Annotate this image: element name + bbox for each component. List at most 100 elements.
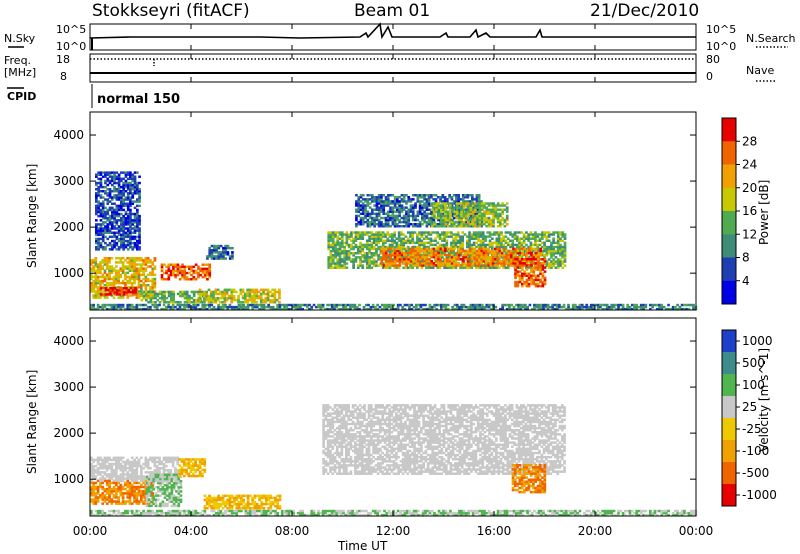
power-cell (475, 253, 479, 257)
power-cell (509, 253, 513, 257)
power-cell (487, 216, 491, 220)
power-cell (137, 275, 141, 279)
power-cell (151, 281, 155, 285)
power-cell (103, 284, 107, 287)
power-cell (426, 307, 429, 311)
power-cell (434, 253, 438, 257)
power-cell (160, 269, 164, 273)
power-cell (436, 218, 440, 222)
power-cell (416, 198, 420, 201)
power-cell (133, 179, 137, 183)
power-cell (122, 293, 126, 296)
power-cell (545, 252, 549, 255)
power-cell (477, 196, 481, 199)
power-cell (543, 270, 547, 273)
power-cell (140, 269, 143, 272)
power-cell (518, 260, 522, 263)
power-cell (104, 179, 107, 183)
power-cell (147, 292, 150, 296)
power-cell (428, 264, 431, 267)
power-cell (561, 231, 565, 234)
power-cell (347, 233, 351, 236)
power-cell (95, 248, 98, 251)
power-cell (447, 231, 451, 234)
power-cell (450, 243, 453, 247)
power-cell (527, 239, 530, 242)
power-cell (555, 305, 559, 309)
power-cell (411, 237, 415, 240)
power-cell (106, 237, 110, 241)
power-cell (495, 241, 499, 245)
power-cell (496, 212, 500, 216)
power-cell (430, 202, 434, 205)
power-cell (361, 204, 365, 207)
power-cell (425, 198, 429, 201)
power-cell (203, 298, 206, 302)
power-cell (478, 264, 481, 267)
power-cell (393, 241, 396, 245)
power-cell (380, 258, 384, 261)
power-cell (478, 262, 481, 265)
power-cell (395, 243, 399, 247)
power-cell (430, 247, 434, 251)
power-cell (384, 220, 388, 224)
power-cell (470, 247, 474, 251)
power-cell (183, 269, 187, 273)
power-cell (440, 214, 443, 218)
power-cell (420, 254, 424, 257)
power-cell (599, 305, 602, 309)
power-cell (503, 258, 506, 261)
power-cell (366, 210, 370, 213)
power-cell (596, 305, 600, 309)
power-cell (105, 267, 109, 270)
power-cell (197, 275, 200, 279)
power-cell (368, 225, 372, 228)
power-cell (409, 208, 413, 211)
power-cell (336, 254, 340, 257)
power-cell (371, 196, 374, 199)
power-cell (411, 204, 415, 207)
power-cell (237, 303, 241, 307)
power-cell (529, 243, 533, 247)
power-cell (550, 243, 553, 247)
power-cell (94, 281, 98, 285)
power-cell (431, 239, 435, 242)
power-cell (626, 305, 629, 309)
power-cell (248, 288, 252, 292)
power-cell (149, 279, 152, 283)
power-cell (190, 278, 193, 281)
power-cell (371, 218, 374, 222)
power-cell (501, 216, 504, 220)
power-cell (496, 202, 500, 205)
power-cell (242, 305, 245, 309)
power-cell (174, 275, 177, 279)
power-cell (552, 252, 555, 255)
power-cell (115, 237, 119, 241)
power-cell (398, 206, 401, 209)
power-cell (104, 206, 107, 210)
power-cell (534, 274, 538, 277)
power-cell (639, 307, 643, 311)
power-cell (169, 263, 173, 266)
power-colorbar-tick: 8 (742, 251, 750, 265)
power-cell (509, 239, 512, 242)
power-cell (402, 247, 405, 251)
power-cell (484, 243, 487, 247)
power-cell (486, 243, 490, 247)
power-cell (377, 194, 381, 197)
power-cell (354, 235, 358, 238)
power-cell (271, 301, 274, 304)
power-cell (455, 196, 458, 199)
power-cell (389, 253, 393, 257)
power-cell (331, 247, 335, 251)
power-cell (366, 231, 369, 234)
power-cell (458, 216, 461, 220)
power-cell (391, 247, 395, 251)
power-cell (129, 192, 132, 195)
power-cell (373, 208, 376, 211)
power-cell (140, 279, 143, 283)
power-cell (493, 266, 496, 269)
power-cell (487, 303, 491, 307)
power-cell (287, 303, 291, 307)
power-cell (547, 245, 551, 249)
